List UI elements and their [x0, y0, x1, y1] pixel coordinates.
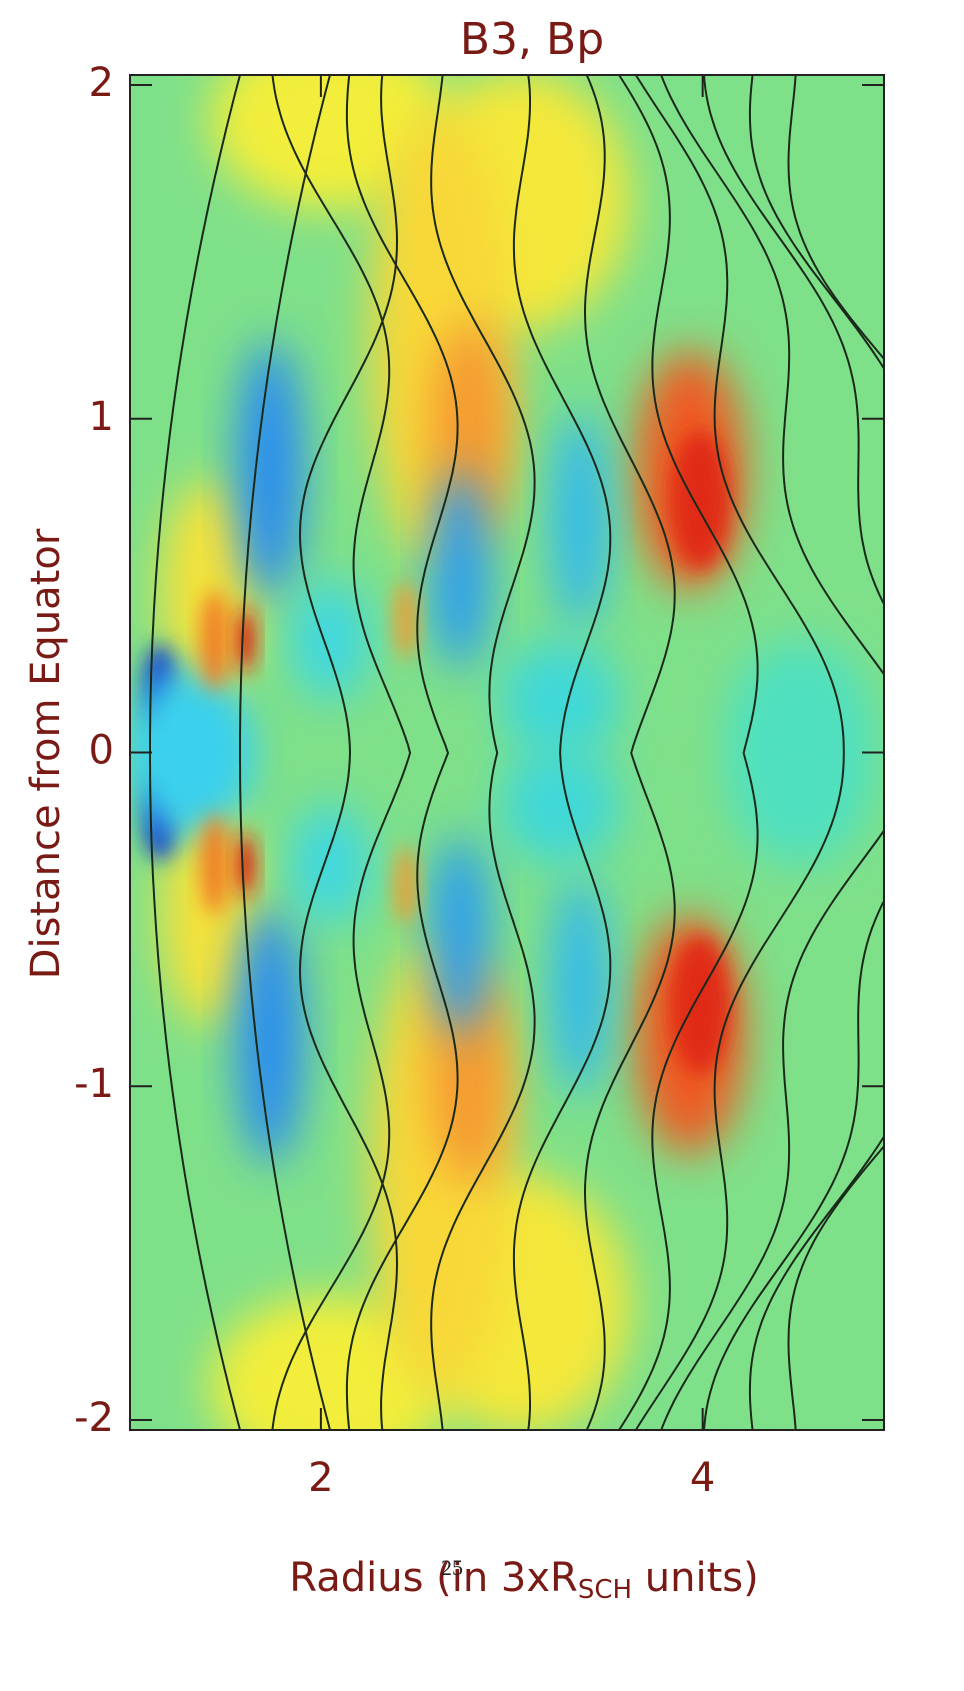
y-axis-label: Distance from Equator — [23, 528, 69, 979]
heatmap-blob — [430, 470, 490, 670]
heatmap-blob — [393, 845, 417, 925]
heatmap-blob — [201, 590, 229, 690]
heatmap-blob — [552, 410, 608, 630]
x-label-main: Radius (in 3xR — [289, 1555, 578, 1601]
y-tick-label: -1 — [74, 1061, 114, 1107]
heatmap-blob — [430, 835, 490, 1035]
heatmap-blob — [235, 608, 255, 672]
y-tick-label: 2 — [89, 60, 114, 106]
y-tick-label: -2 — [74, 1395, 114, 1441]
x-tick-label: 2 — [308, 1455, 333, 1501]
heatmap-blob — [290, 580, 370, 700]
y-tick-label: 1 — [89, 394, 114, 440]
x-label-end: units) — [632, 1555, 759, 1601]
heatmap-blob — [236, 905, 304, 1165]
heatmap-blob — [235, 833, 255, 897]
x-tick-label: 4 — [690, 1455, 715, 1501]
chart: B3, Bp Distance from Equator Radius (in … — [0, 0, 964, 1691]
heatmap-blob — [552, 875, 608, 1095]
plot-area — [130, 30, 964, 1475]
y-tick-label: 0 — [89, 728, 114, 774]
heatmap-blob — [290, 805, 370, 925]
chart-title: B3, Bp — [460, 14, 604, 65]
x-axis-label: Radius (in 3xRSCH units) — [289, 1555, 758, 1605]
x-label-sub: SCH — [578, 1575, 632, 1605]
heatmap-blob — [393, 580, 417, 660]
page-number: 25 — [441, 1555, 463, 1580]
heatmap-blob — [201, 815, 229, 915]
